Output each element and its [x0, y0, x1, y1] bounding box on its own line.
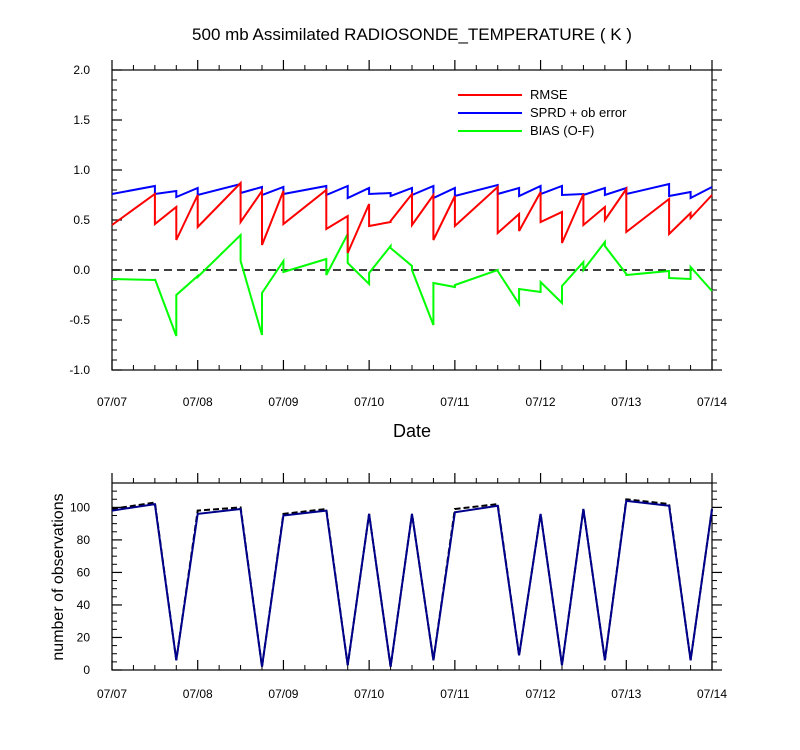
x-tick-label: 07/08 [183, 395, 213, 409]
x-tick-label: 07/13 [611, 395, 641, 409]
bottom-series-lines [111, 498, 713, 667]
y-tick-label: 0.5 [73, 213, 90, 227]
x-tick-label: 07/10 [354, 395, 384, 409]
y-tick-label: 0.0 [73, 263, 90, 277]
bottom-plot-frame [111, 482, 713, 671]
series-line-1 [111, 498, 713, 667]
chart-title: 500 mb Assimilated RADIOSONDE_TEMPERATUR… [192, 25, 632, 44]
legend-label-0: RMSE [530, 87, 568, 102]
y-tick-label: -1.0 [69, 363, 90, 377]
top-chart-panel: 07/07 07/08 07/09 07/10 07/11 07/12 07/13 07/14… [69, 60, 727, 441]
series-line-0 [111, 499, 713, 667]
y-tick-label: 100 [70, 500, 90, 514]
top-x-ticks: 07/07 07/08 07/09 07/10 07/11 07/12 07/13 07/14 [97, 60, 727, 409]
top-y-ticks: -1.0 -0.5 0.0 0.5 1.0 1.5 2.0 [69, 63, 722, 377]
x-tick-label: 07/09 [268, 687, 298, 701]
x-tick-label: 07/10 [354, 687, 384, 701]
x-axis-label: Date [393, 421, 431, 441]
legend: RMSE SPRD + ob error BIAS (O-F) [458, 87, 627, 138]
y-tick-label: 40 [77, 598, 91, 612]
x-tick-label: 07/11 [440, 395, 469, 409]
x-tick-label: 07/12 [526, 687, 556, 701]
y-tick-label: 0 [83, 663, 90, 677]
y-tick-label: 20 [77, 630, 91, 644]
x-tick-label: 07/13 [611, 687, 641, 701]
bottom-chart-panel: 07/07 07/08 07/09 07/10 07/11 07/12 07/13 07/14… [50, 473, 727, 701]
x-tick-label: 07/12 [526, 395, 556, 409]
y-axis-label-observations: number of observations [50, 493, 67, 660]
series-line-2 [111, 232, 713, 337]
x-tick-label: 07/14 [697, 395, 727, 409]
y-tick-label: 2.0 [73, 63, 90, 77]
y-tick-label: 60 [77, 565, 91, 579]
legend-label-1: SPRD + ob error [530, 105, 627, 120]
series-line-0 [111, 180, 713, 254]
y-tick-label: 1.5 [73, 113, 90, 127]
x-tick-label: 07/07 [97, 395, 127, 409]
x-tick-label: 07/14 [697, 687, 727, 701]
bottom-x-ticks: 07/07 07/08 07/09 07/10 07/11 07/12 07/13 07/14 [97, 473, 727, 701]
y-tick-label: -0.5 [69, 313, 90, 327]
y-tick-label: 80 [77, 533, 91, 547]
x-tick-label: 07/11 [440, 687, 469, 701]
y-tick-label: 1.0 [73, 163, 90, 177]
legend-label-2: BIAS (O-F) [530, 123, 594, 138]
x-tick-label: 07/07 [97, 687, 127, 701]
top-series-lines [111, 180, 713, 337]
x-tick-label: 07/08 [183, 687, 213, 701]
x-tick-label: 07/09 [268, 395, 298, 409]
bottom-y-ticks: 0 20 40 60 80 100 [70, 482, 722, 677]
